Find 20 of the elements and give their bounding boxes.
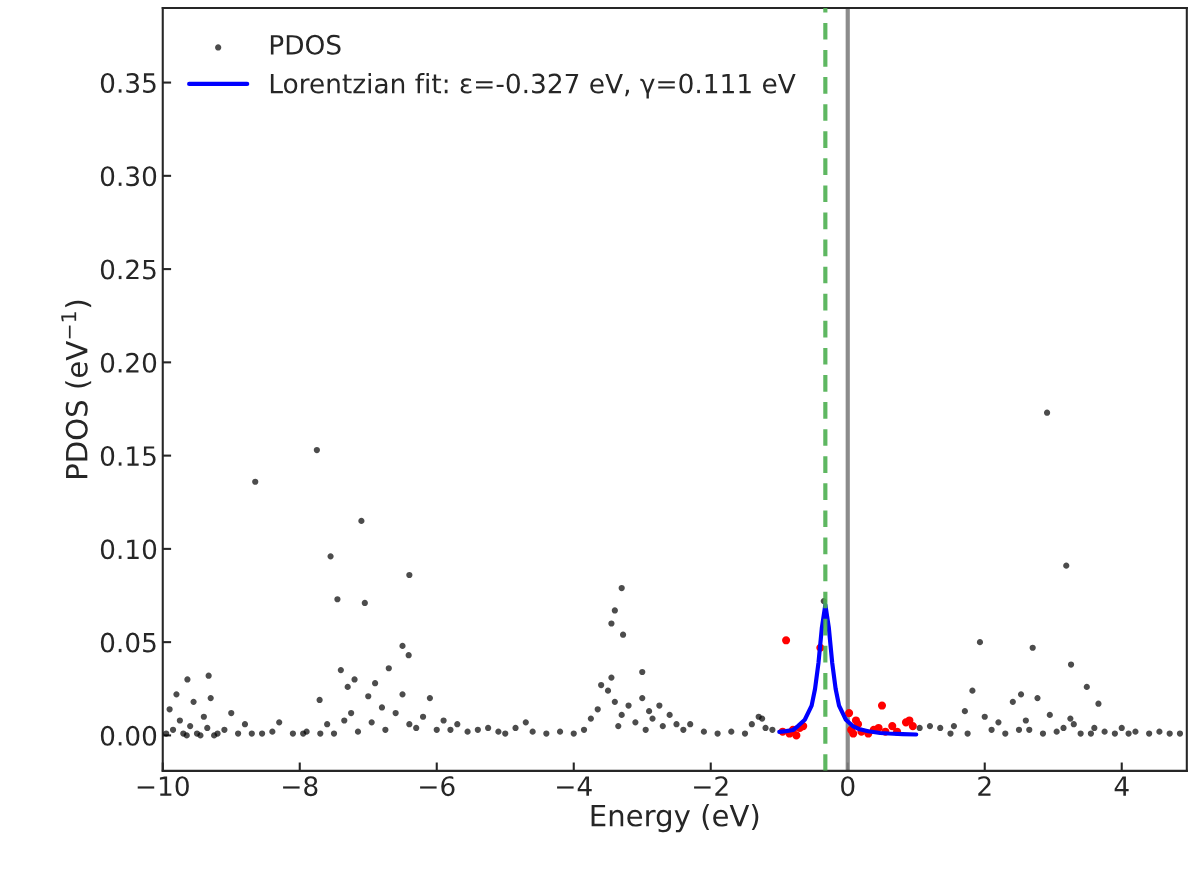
x-tick-label: 0 [841,776,855,797]
x-tick-label: −10 [137,776,189,797]
x-tick-label: 2 [978,776,991,796]
y-tick-label: 0.10 [100,539,157,560]
y-axis-title: PDOS (eV$^{−1}$) [61,300,92,478]
x-tick-label: 4 [1114,776,1129,796]
x-tick-label: −4 [557,776,592,796]
y-tick-label: 0.30 [100,166,157,187]
y-tick-label: 0.20 [100,352,157,373]
y-tick-label: 0.00 [100,725,157,746]
legend-label: Lorentzian fit: ε=-0.327 eV, γ=0.111 eV [270,73,796,99]
x-axis-title: Energy (eV) [591,804,759,833]
y-tick-label: 0.15 [100,446,156,467]
legend-label: PDOS [270,34,341,55]
y-tick-label: 0.05 [100,632,156,653]
y-tick-label: 0.35 [100,73,156,93]
y-tick-label: 0.25 [100,259,156,280]
x-tick-label: −8 [283,776,318,797]
x-tick-label: −6 [420,776,455,797]
x-tick-label: −2 [694,776,728,796]
